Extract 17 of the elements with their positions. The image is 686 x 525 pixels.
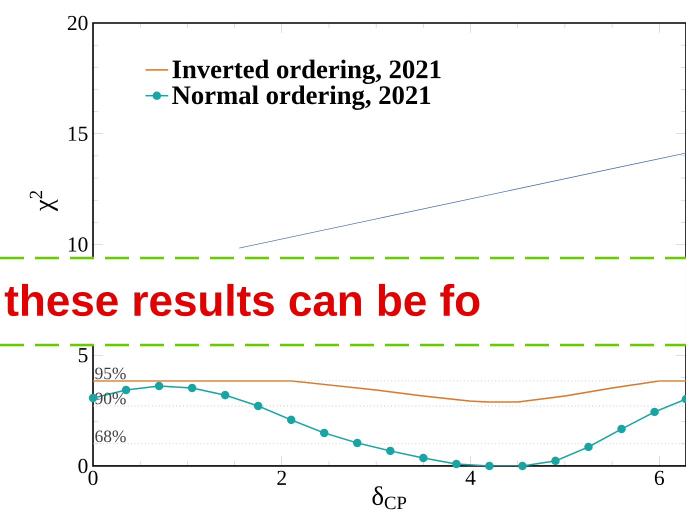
annotation: 95% bbox=[95, 368, 126, 380]
annotation: 90% bbox=[95, 392, 126, 404]
y-tick-label: 20 bbox=[68, 16, 88, 30]
x-tick-label: 4 bbox=[466, 470, 476, 485]
legend-label: Normal ordering, 2021 bbox=[172, 85, 430, 110]
y-tick-label: 10 bbox=[68, 237, 88, 252]
annotation: 68% bbox=[95, 430, 126, 442]
x-axis-title: δ$_{CP}$ bbox=[372, 486, 406, 510]
x-tick-label: 2 bbox=[277, 470, 286, 485]
annotation: these results can be fo bbox=[4, 284, 480, 316]
y-tick-label: 15 bbox=[68, 126, 88, 141]
y-axis-title: χ$^{2}$ bbox=[30, 190, 58, 212]
x-tick-label: 6 bbox=[654, 470, 664, 486]
x-tick-label: 0 bbox=[88, 470, 98, 486]
legend-label: Inverted ordering, 2021 bbox=[172, 60, 441, 84]
y-tick-label: 5 bbox=[78, 348, 88, 362]
y-tick-label: 0 bbox=[78, 458, 88, 474]
